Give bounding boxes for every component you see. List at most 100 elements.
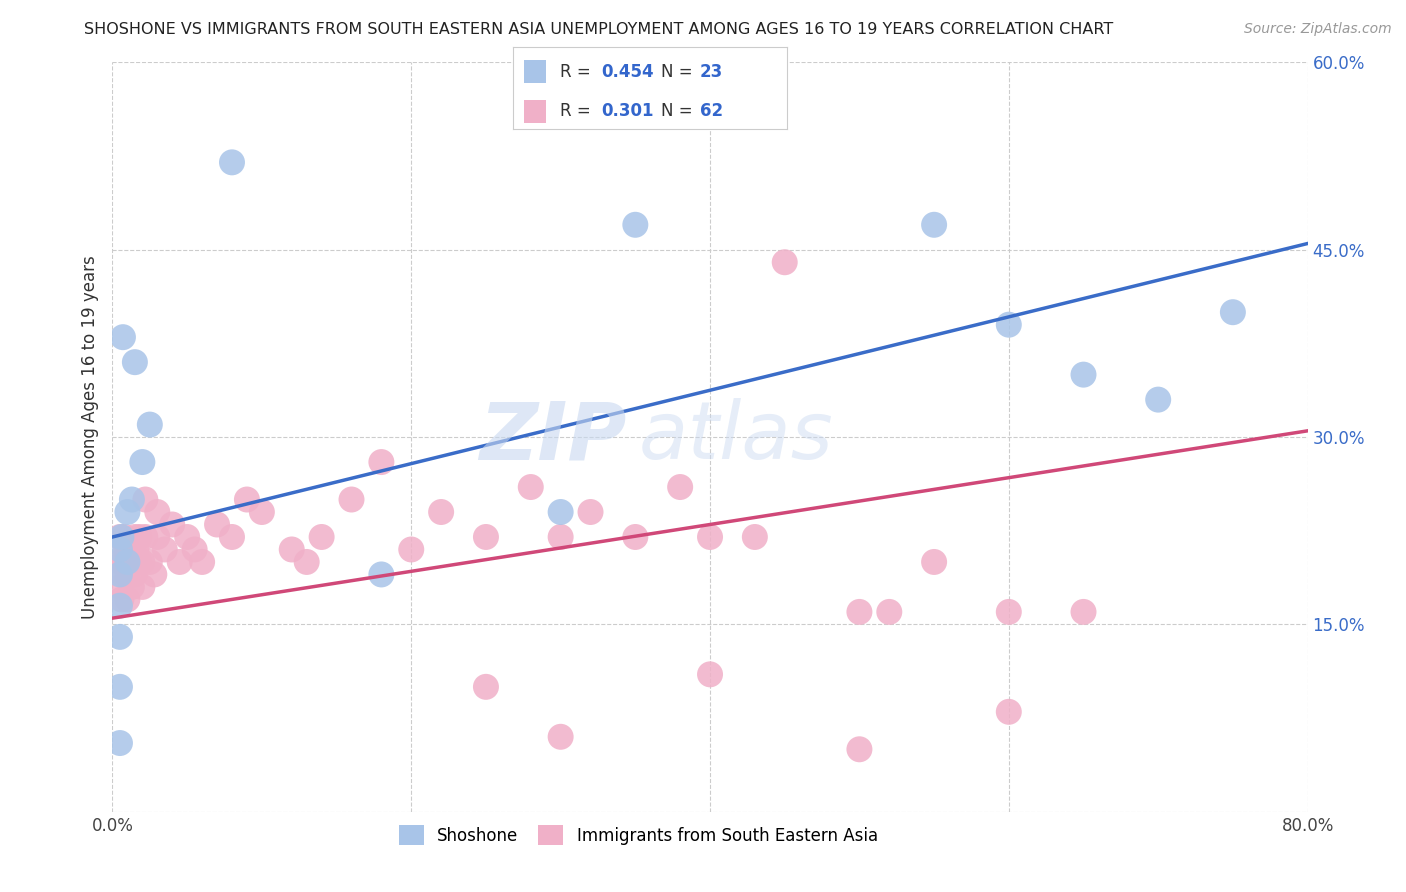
Point <box>108 680 131 694</box>
Point <box>134 492 156 507</box>
Point <box>998 705 1021 719</box>
Point <box>146 505 169 519</box>
Point <box>117 592 139 607</box>
Point <box>1222 305 1244 319</box>
Point <box>295 555 318 569</box>
Text: atlas: atlas <box>638 398 834 476</box>
Point <box>139 555 162 569</box>
Point <box>340 492 363 507</box>
Point <box>117 542 139 557</box>
Point <box>111 330 134 344</box>
Point <box>281 542 304 557</box>
Point <box>579 505 602 519</box>
Point <box>998 318 1021 332</box>
Point <box>108 555 131 569</box>
FancyBboxPatch shape <box>524 100 546 123</box>
Text: 62: 62 <box>700 103 723 120</box>
Point <box>110 592 132 607</box>
Text: ZIP: ZIP <box>479 398 627 476</box>
Point <box>311 530 333 544</box>
Text: R =: R = <box>560 103 596 120</box>
Point <box>1073 605 1095 619</box>
Point <box>922 555 945 569</box>
Point <box>221 530 243 544</box>
Point <box>108 736 131 750</box>
Text: 0.454: 0.454 <box>600 63 654 81</box>
Point <box>550 730 572 744</box>
Point <box>699 530 721 544</box>
Point <box>520 480 543 494</box>
Text: 23: 23 <box>700 63 723 81</box>
Point <box>699 667 721 681</box>
Point <box>430 505 453 519</box>
Point <box>108 599 131 613</box>
Point <box>131 455 153 469</box>
Point <box>550 505 572 519</box>
Point <box>131 580 153 594</box>
Point <box>848 742 870 756</box>
Point <box>111 567 134 582</box>
Point <box>744 530 766 544</box>
Point <box>624 530 647 544</box>
Y-axis label: Unemployment Among Ages 16 to 19 years: Unemployment Among Ages 16 to 19 years <box>80 255 98 619</box>
Point <box>236 492 259 507</box>
Point <box>124 567 146 582</box>
Point <box>624 218 647 232</box>
Text: 0.301: 0.301 <box>600 103 654 120</box>
Text: R =: R = <box>560 63 596 81</box>
Point <box>121 492 143 507</box>
Point <box>121 580 143 594</box>
Point <box>110 530 132 544</box>
Point <box>117 505 139 519</box>
Point <box>134 530 156 544</box>
Point <box>879 605 901 619</box>
Point <box>108 580 131 594</box>
Point <box>117 555 139 569</box>
FancyBboxPatch shape <box>524 61 546 83</box>
Point <box>117 567 139 582</box>
Point <box>205 517 228 532</box>
Point <box>108 530 131 544</box>
Point <box>475 680 498 694</box>
Point <box>550 530 572 544</box>
Text: N =: N = <box>661 63 699 81</box>
Point <box>669 480 692 494</box>
Point <box>1073 368 1095 382</box>
Point <box>146 530 169 544</box>
Point <box>169 555 191 569</box>
Point <box>108 542 131 557</box>
Point <box>131 555 153 569</box>
Point <box>183 542 205 557</box>
Point <box>250 505 273 519</box>
Point <box>1147 392 1170 407</box>
Point <box>143 567 166 582</box>
Text: N =: N = <box>661 103 699 120</box>
Point <box>108 630 131 644</box>
Text: SHOSHONE VS IMMIGRANTS FROM SOUTH EASTERN ASIA UNEMPLOYMENT AMONG AGES 16 TO 19 : SHOSHONE VS IMMIGRANTS FROM SOUTH EASTER… <box>84 22 1114 37</box>
Point <box>191 555 214 569</box>
Legend: Shoshone, Immigrants from South Eastern Asia: Shoshone, Immigrants from South Eastern … <box>392 819 884 852</box>
Point <box>922 218 945 232</box>
Point <box>114 555 135 569</box>
Point <box>162 517 183 532</box>
Point <box>153 542 176 557</box>
Point <box>124 530 146 544</box>
Point <box>221 155 243 169</box>
Point <box>114 530 135 544</box>
Point <box>401 542 423 557</box>
Point <box>120 555 142 569</box>
Point <box>848 605 870 619</box>
Point <box>128 530 150 544</box>
Point <box>125 542 148 557</box>
Point <box>176 530 198 544</box>
Point <box>370 567 392 582</box>
Point <box>475 530 498 544</box>
Point <box>115 542 138 557</box>
Point <box>773 255 796 269</box>
Point <box>370 455 392 469</box>
Text: Source: ZipAtlas.com: Source: ZipAtlas.com <box>1244 22 1392 37</box>
Point <box>139 417 162 432</box>
Point <box>108 567 131 582</box>
Point <box>998 605 1021 619</box>
Point <box>128 555 150 569</box>
